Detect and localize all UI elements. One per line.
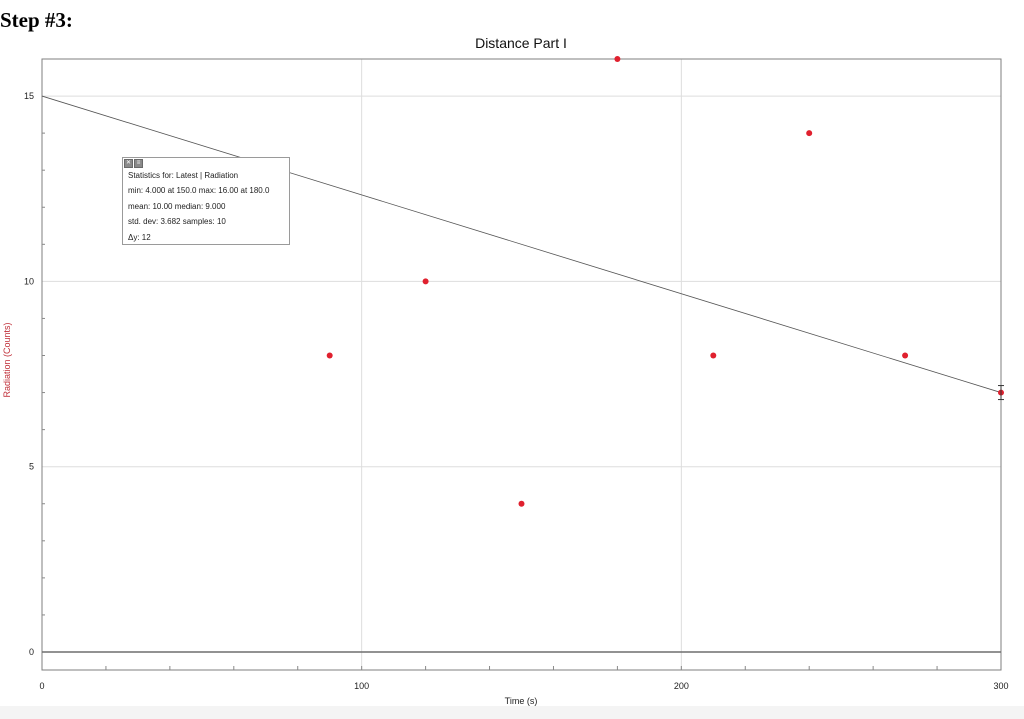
y-tick-label: 0: [29, 647, 34, 657]
close-icon[interactable]: ✕: [124, 159, 133, 168]
stats-mean-median: mean: 10.00 median: 9.000: [128, 202, 226, 211]
y-tick-labels: 0 5 10 15: [24, 91, 34, 657]
x-tick-label: 200: [674, 681, 689, 691]
stats-min-max: min: 4.000 at 150.0 max: 16.00 at 180.0: [128, 186, 270, 195]
x-minor-ticks: [42, 132, 938, 670]
x-tick-labels: 0 100 200 300: [39, 681, 1008, 691]
trend-line: [41, 95, 1002, 393]
y-tick-label: 10: [24, 276, 34, 286]
grid-lines: [42, 59, 1001, 670]
y-tick-label: 15: [24, 91, 34, 101]
data-points: [326, 56, 1004, 507]
data-point: [710, 352, 717, 359]
stats-title: Statistics for: Latest | Radiation: [128, 171, 239, 180]
data-point: [902, 352, 909, 359]
data-point: [806, 130, 813, 137]
x-tick-label: 300: [993, 681, 1008, 691]
chart-title: Distance Part I: [475, 35, 567, 51]
bottom-strip: [0, 706, 1024, 719]
statistics-panel[interactable]: ✕ ≡ Statistics for: Latest | Radiation m…: [122, 157, 290, 245]
x-tick-label: 0: [39, 681, 44, 691]
data-point: [422, 278, 429, 285]
x-axis-label: Time (s): [505, 696, 538, 706]
data-point: [614, 56, 621, 62]
plot-area-frame: [41, 58, 1002, 671]
endpoint-error-bar: [998, 385, 1004, 401]
data-point: [518, 500, 525, 507]
menu-icon[interactable]: ≡: [134, 159, 143, 168]
step-heading: Step #3:: [0, 8, 73, 32]
y-axis-label: Radiation (Counts): [2, 322, 12, 397]
data-point: [326, 352, 333, 359]
y-tick-label: 5: [29, 462, 34, 472]
stats-delta-y: Δy: 12: [128, 233, 151, 242]
stats-stddev-samples: std. dev: 3.682 samples: 10: [128, 217, 226, 226]
stats-controls: ✕ ≡: [124, 159, 143, 168]
x-tick-label: 100: [354, 681, 369, 691]
